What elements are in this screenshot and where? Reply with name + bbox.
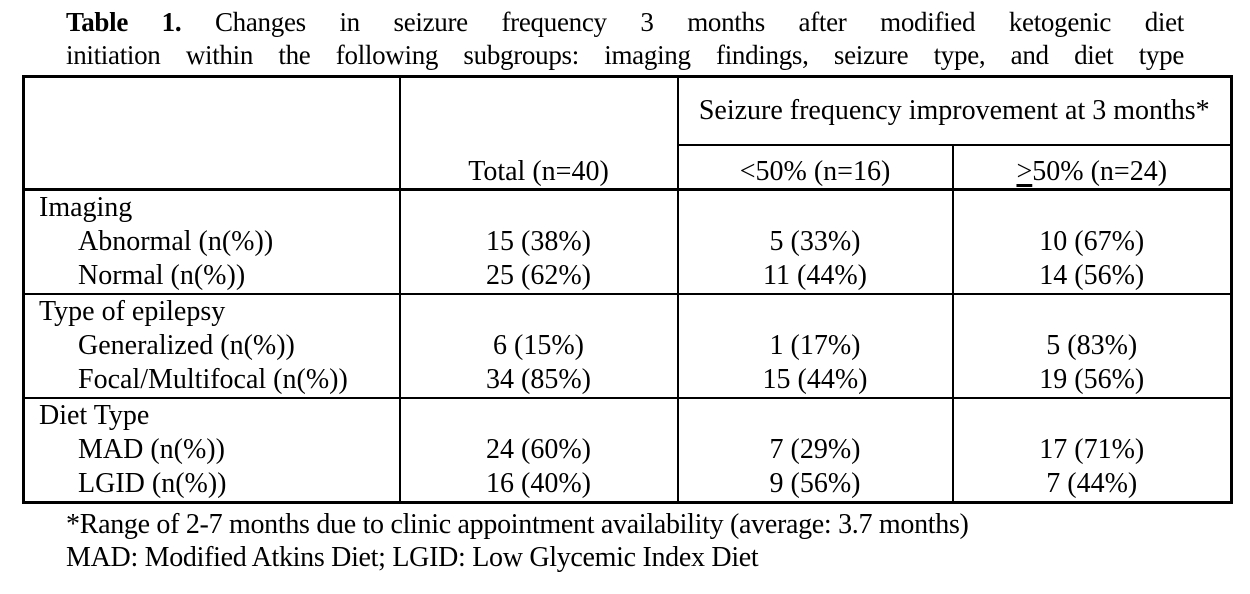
section-label: Diet Type [39,400,150,431]
cell-ge50: 17 (71%) [951,433,1232,467]
header-row-top: Total (n=40) Seizure frequency improveme… [24,76,1232,190]
section-header-row: Imaging [24,189,1232,225]
table-row: Generalized (n(%)) 6 (15%) 1 (17%) 5 (83… [24,329,1232,363]
cell-lt50: 11 (44%) [676,259,953,294]
cell-empty [951,294,1232,329]
footnote-abbreviations: MAD: Modified Atkins Diet; LGID: Low Gly… [66,542,759,573]
row-label: MAD (n(%)) [78,434,225,465]
row-label: Focal/Multifocal (n(%)) [78,364,348,395]
cell-lt50: 1 (17%) [676,329,953,363]
header-total: Total (n=40) [398,76,678,190]
table-row: Normal (n(%)) 25 (62%) 11 (44%) 14 (56%) [24,259,1232,294]
section-epilepsy-type: Type of epilepsy Generalized (n(%)) 6 (1… [23,294,1232,398]
cell-lt50: 9 (56%) [676,467,953,503]
row-label: LGID (n(%)) [78,468,227,499]
table-caption-line-2: initiation within the following subgroup… [66,39,1184,72]
row-label: Generalized (n(%)) [78,330,295,361]
header-ge50-text: 50% (n=24) [1032,156,1168,187]
table-caption-text-1: Changes in seizure frequency 3 months af… [181,7,1185,37]
cell-total: 6 (15%) [398,329,678,363]
cell-ge50: 19 (56%) [951,363,1232,398]
table-row: MAD (n(%)) 24 (60%) 7 (29%) 17 (71%) [24,433,1232,467]
cell-total: 24 (60%) [398,433,678,467]
footnote-range: *Range of 2-7 months due to clinic appoi… [66,509,969,540]
cell-empty [398,294,678,329]
cell-ge50: 5 (83%) [951,329,1232,363]
geq-sign: > [1016,156,1033,187]
table-caption-line-1: Table 1. Changes in seizure frequency 3 … [66,6,1184,39]
cell-ge50: 7 (44%) [951,467,1232,503]
header-empty-cell [24,77,400,190]
cell-lt50: 7 (29%) [676,433,953,467]
table-row: Focal/Multifocal (n(%)) 34 (85%) 15 (44%… [24,363,1232,398]
cell-lt50: 5 (33%) [676,225,953,259]
row-label: Normal (n(%)) [78,260,246,291]
table-caption: Table 1. Changes in seizure frequency 3 … [66,6,1184,72]
section-imaging: Imaging Abnormal (n(%)) 15 (38%) 5 (33%)… [23,189,1232,294]
section-diet-type: Diet Type MAD (n(%)) 24 (60%) 7 (29%) 17… [23,398,1232,503]
row-label: Abnormal (n(%)) [78,226,274,257]
cell-total: 15 (38%) [398,225,678,259]
cell-empty [951,189,1232,225]
cell-total: 34 (85%) [398,363,678,398]
table-caption-number: Table 1. [66,7,182,37]
cell-total: 16 (40%) [398,467,678,503]
header-ge50: >50% (n=24) [951,144,1232,190]
cell-empty [676,189,953,225]
cell-empty [398,398,678,433]
cell-lt50: 15 (44%) [676,363,953,398]
seizure-frequency-table: Total (n=40) Seizure frequency improveme… [22,75,1234,504]
table-row: LGID (n(%)) 16 (40%) 9 (56%) 7 (44%) [24,467,1232,503]
section-header-row: Diet Type [24,398,1232,433]
page: Table 1. Changes in seizure frequency 3 … [0,6,1250,594]
cell-empty [951,398,1232,433]
section-header-row: Type of epilepsy [24,294,1232,329]
cell-ge50: 14 (56%) [951,259,1232,294]
header-row-sub: <50% (n=16) >50% (n=24) [24,144,1232,190]
table-header: Total (n=40) Seizure frequency improveme… [23,76,1232,190]
table-footnotes: *Range of 2-7 months due to clinic appoi… [66,508,1184,574]
header-improvement-span: Seizure frequency improvement at 3 month… [676,76,1232,146]
table-caption-text-2: initiation within the following subgroup… [66,40,1184,70]
cell-total: 25 (62%) [398,259,678,294]
cell-ge50: 10 (67%) [951,225,1232,259]
table-row: Abnormal (n(%)) 15 (38%) 5 (33%) 10 (67%… [24,225,1232,259]
cell-empty [398,189,678,225]
section-label: Imaging [39,192,133,223]
cell-empty [676,294,953,329]
header-lt50: <50% (n=16) [676,144,953,190]
section-label: Type of epilepsy [39,296,226,327]
cell-empty [676,398,953,433]
